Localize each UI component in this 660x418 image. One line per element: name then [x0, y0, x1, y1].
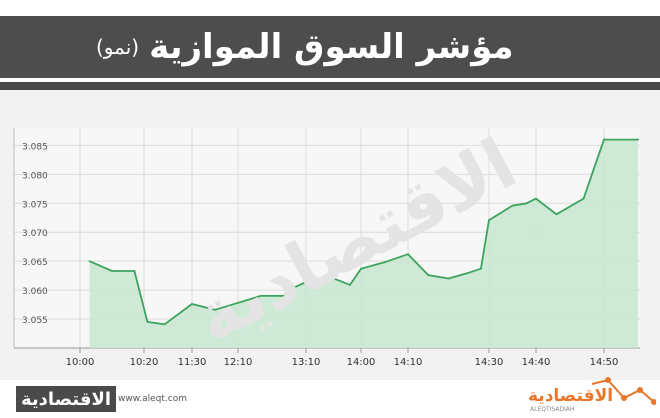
website-url: www.aleqt.com [118, 394, 187, 404]
data-point [360, 267, 362, 270]
x-tick-label: 12:10 [224, 357, 253, 368]
y-tick-label: 3.085 [22, 142, 48, 152]
chart-subtitle: (نمو) [96, 35, 140, 59]
chart-svg: 3.055 3.060 3.065 3.070 3.075 3.080 3.085 10:00… [13, 128, 640, 368]
data-point [637, 138, 639, 141]
data-point [535, 197, 537, 200]
data-point [480, 267, 482, 270]
y-tick-label: 3.070 [22, 229, 48, 239]
y-tick-label: 3.065 [22, 258, 48, 268]
data-point [163, 323, 166, 326]
y-tick-label: 3.055 [22, 316, 48, 326]
data-point [259, 294, 262, 297]
chart-title: مؤشر السوق الموازية [149, 27, 514, 67]
data-point [447, 277, 450, 280]
logo-right: الاقتصادية [528, 386, 614, 406]
chart-area: 3.055 3.060 3.065 3.070 3.075 3.080 3.085 10:00… [0, 90, 660, 380]
x-tick-label: 14:30 [475, 357, 504, 368]
data-point [191, 303, 193, 305]
data-point [237, 301, 239, 304]
data-point [327, 275, 329, 278]
y-tick-label: 3.075 [22, 200, 48, 210]
header: مؤشر السوق الموازية (نمو) [0, 0, 660, 90]
x-tick-label: 14:10 [394, 357, 423, 368]
x-tick-label: 14:50 [590, 357, 619, 368]
decorative-line-icon [591, 377, 656, 405]
data-point [488, 219, 490, 221]
data-point [555, 213, 558, 216]
x-tick-label: 13:10 [292, 357, 321, 368]
title-box: مؤشر السوق الموازية (نمو) [96, 20, 596, 74]
data-point [407, 253, 409, 256]
x-tick-label: 10:00 [66, 357, 95, 368]
y-tick-label: 3.060 [22, 287, 48, 297]
data-point [467, 271, 470, 274]
data-point [133, 270, 136, 272]
y-tick-label: 3.080 [22, 171, 48, 181]
data-point [525, 202, 528, 205]
data-point [511, 204, 514, 207]
data-point [111, 270, 113, 272]
data-point [582, 197, 585, 200]
x-tick-label: 10:20 [130, 357, 159, 368]
data-point [305, 281, 307, 283]
x-tick-label: 14:00 [347, 357, 376, 368]
x-tick-label: 11:30 [178, 357, 207, 368]
data-point [282, 294, 285, 297]
data-point [146, 321, 149, 323]
x-tick-label: 14:40 [522, 357, 551, 368]
data-point [88, 260, 91, 263]
logo-left: الاقتصادية [16, 386, 116, 412]
data-point [603, 138, 605, 141]
data-point [383, 261, 386, 264]
data-point [349, 283, 351, 286]
data-point [293, 286, 296, 289]
data-point [214, 308, 216, 311]
header-bar [0, 16, 660, 78]
logo-right-subtitle: ALEQTISADIAH [530, 406, 575, 413]
series-area [89, 139, 639, 348]
data-point [427, 274, 430, 276]
footer: الاقتصادية www.aleqt.com الاقتصادية ALEQ… [0, 380, 660, 418]
